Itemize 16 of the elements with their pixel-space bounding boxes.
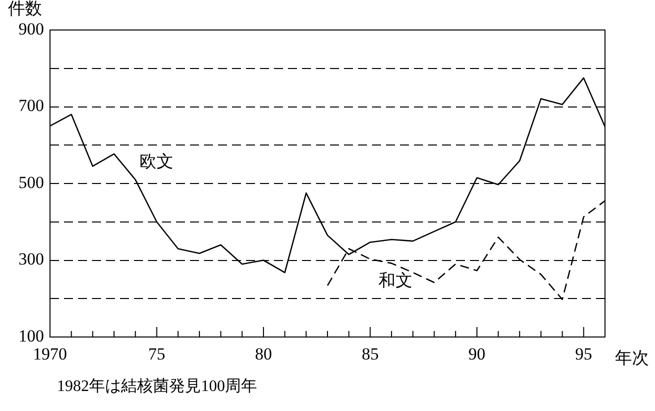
y-tick-label: 700 — [18, 96, 44, 116]
x-axis-title: 年次 — [615, 348, 649, 368]
x-tick-label: 90 — [468, 344, 486, 364]
x-tick-label: 85 — [362, 344, 379, 364]
x-tick-label: 95 — [575, 344, 592, 364]
y-axis-title: 件数 — [8, 0, 42, 18]
x-tick-label: 80 — [254, 344, 272, 364]
y-tick-label: 500 — [18, 172, 44, 192]
y-tick-label: 900 — [18, 19, 44, 38]
text: 1982年は結核菌発見100周年 — [57, 377, 257, 396]
y-tick-label: 100 — [18, 326, 44, 346]
series-label: 和文 — [378, 270, 413, 290]
x-tick-label: 1970 — [33, 344, 67, 364]
series-label: 欧文 — [140, 152, 174, 171]
y-tick-label: 300 — [18, 250, 44, 269]
x-tick-label: 75 — [148, 344, 166, 364]
